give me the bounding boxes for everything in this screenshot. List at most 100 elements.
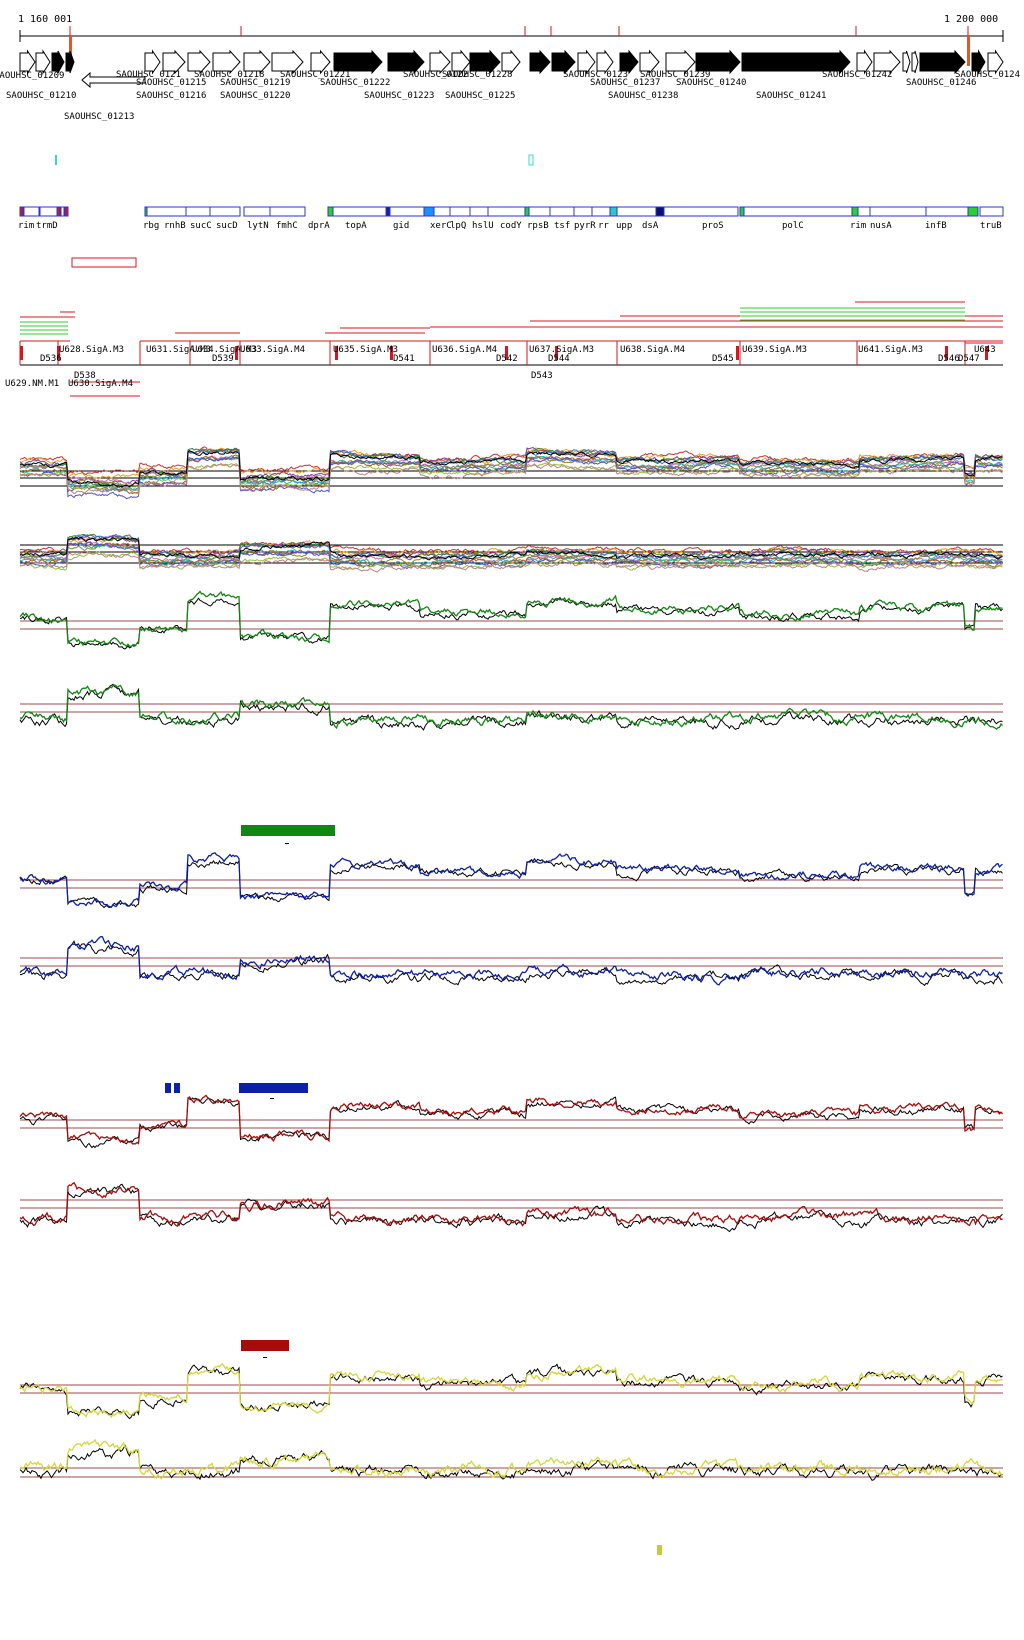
multi-condition-trace	[19, 454, 1003, 495]
condition-trace	[19, 852, 1003, 909]
gene-arrow-open	[451, 49, 471, 75]
feature-name: rim	[18, 221, 34, 231]
condition-trace	[19, 684, 1003, 730]
ruler-end-label: 1 200 000	[944, 14, 998, 25]
transcript-label: U638.SigA.M4	[620, 345, 685, 355]
feature-segment	[385, 206, 391, 217]
feature-segment	[39, 206, 58, 217]
feature-highlight-box	[71, 257, 137, 268]
blue-region-bar	[239, 1083, 308, 1093]
transcript-labels: U628.SigA.M3 U631.SigA.M3U634.SigA.M3U633…	[5, 345, 996, 389]
condition-trace	[19, 1094, 1004, 1145]
reference-trace	[19, 450, 1003, 488]
multi-condition-trace	[19, 456, 1003, 500]
multi-condition-trace	[19, 542, 1003, 568]
condition-overview-ratio-panel	[19, 533, 1003, 573]
transcript-label: U633.SigA.M4	[240, 345, 305, 355]
blue-region-tick	[270, 1098, 274, 1099]
gene-label: SAOUHSC_0122	[403, 70, 468, 80]
reference-trace	[19, 1363, 1003, 1420]
transcript-marker	[985, 346, 988, 360]
gene-arrow-open	[902, 50, 911, 74]
gene-label: SAOUHSC_01219	[220, 78, 290, 88]
gene-arrow-filled	[51, 50, 65, 74]
transcript-label: U641.SigA.M3	[858, 345, 923, 355]
feature-segment	[857, 206, 871, 217]
transcript-marker	[390, 346, 393, 360]
gene-label: SAOUHSC_01242	[822, 70, 892, 80]
transcript-track	[19, 301, 1003, 397]
gene-label: SAOUHSC_01240	[676, 78, 746, 88]
gene-arrow-filled	[695, 49, 741, 75]
gene-arrow-open	[911, 50, 919, 74]
transcript-marker	[736, 346, 739, 360]
transcript-label: U643	[974, 345, 996, 355]
feature-segment	[524, 206, 530, 217]
gene-label: SAOUHSC_01241	[756, 91, 826, 101]
feature-name: sucC	[190, 221, 212, 231]
feature-name: gid	[393, 221, 409, 231]
feature-segment	[487, 206, 526, 217]
feature-name: dprA	[308, 221, 330, 231]
feature-segment	[56, 206, 61, 217]
condition-trace	[19, 1363, 1003, 1419]
yellow-region-bar	[657, 1545, 662, 1555]
transcript-label: U637.SigA.M3	[529, 345, 594, 355]
gene-arrow-filled	[387, 49, 425, 75]
gene-arrow-open	[856, 49, 873, 75]
feature-segment	[185, 206, 211, 217]
blue-track-panel	[19, 852, 1003, 909]
downstream-label: D547	[958, 354, 980, 364]
gene-label: SAOUHSC_0123	[563, 70, 628, 80]
multi-condition-trace	[19, 533, 1003, 563]
red-region-tick	[263, 1357, 267, 1358]
gene-arrow-open	[987, 49, 1004, 75]
feature-segment	[423, 206, 435, 217]
feature-name: rbg	[143, 221, 159, 231]
feature-name: topA	[345, 221, 367, 231]
feature-name: rpsB	[527, 221, 549, 231]
feature-segment	[616, 206, 657, 217]
feature-segment	[739, 206, 745, 217]
downstream-label: D542	[496, 354, 518, 364]
feature-segment	[655, 206, 665, 217]
gene-label: SAOUHSC_01220	[220, 91, 290, 101]
gene-label: SAOUHSC_01222	[320, 78, 390, 88]
gene-label: SAOUHSC_01221	[280, 70, 350, 80]
multi-condition-trace	[19, 534, 1003, 555]
cyan-marker	[55, 155, 57, 165]
gene-arrow-open	[212, 49, 241, 75]
gene-arrow-open	[310, 49, 331, 75]
gene-arrow-filled	[65, 50, 75, 74]
condition-trace	[19, 1181, 1003, 1227]
transcript-label: U635.SigA.M3	[333, 345, 398, 355]
red-region-bar	[241, 1340, 289, 1351]
transcript-label: U631.SigA.M3	[146, 345, 211, 355]
feature-segment	[433, 206, 451, 217]
multi-condition-trace	[19, 455, 1003, 486]
feature-name: lpQ	[450, 221, 466, 231]
feature-name: fmhC	[276, 221, 298, 231]
transcript-label: U636.SigA.M4	[432, 345, 497, 355]
gene-label: SAOUHSC_01225	[445, 91, 515, 101]
feature-segment	[528, 206, 551, 217]
gene-label: SAOUHSC_01246	[906, 78, 976, 88]
feature-segment	[243, 206, 271, 217]
gene-arrow-filled	[971, 49, 986, 75]
reference-trace	[19, 536, 1003, 561]
red-track-panel	[19, 1094, 1004, 1149]
multi-condition-trace	[19, 446, 1003, 476]
blue-region-bar	[165, 1083, 171, 1093]
multi-condition-trace	[19, 551, 1003, 571]
feature-segment	[64, 206, 69, 217]
transcript-marker	[335, 346, 338, 360]
feature-segment	[609, 206, 618, 217]
transcript-marker	[20, 346, 23, 360]
feature-segment	[925, 206, 969, 217]
gene-label: SAOUHSC_01215	[136, 78, 206, 88]
multi-condition-trace	[19, 462, 1003, 493]
feature-segment	[967, 206, 979, 217]
gene-arrow-filled	[333, 49, 383, 75]
reference-trace	[19, 1444, 1003, 1481]
